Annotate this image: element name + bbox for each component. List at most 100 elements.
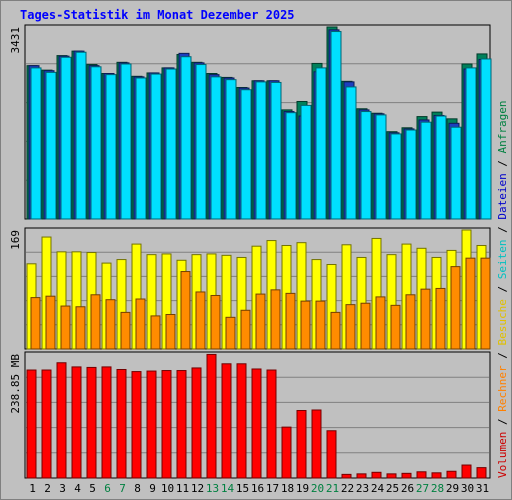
bar-volumen-day-16: [251, 368, 262, 479]
bar-seiten-day-6: [105, 74, 117, 220]
bar-volumen-day-21: [326, 430, 337, 479]
legend-segment-5: /: [496, 279, 509, 299]
bar-rechner-day-20: [315, 300, 326, 350]
bar-seiten-day-23: [360, 111, 372, 220]
bar-seiten-day-26: [405, 129, 417, 220]
x-tick-label-25: 25: [386, 482, 399, 495]
bar-volumen-day-27: [416, 471, 427, 479]
bar-seiten-day-20: [315, 67, 327, 220]
x-tick-label-18: 18: [281, 482, 294, 495]
x-tick-label-3: 3: [59, 482, 66, 495]
bar-seiten-day-27: [420, 121, 432, 220]
bar-seiten-day-16: [255, 81, 267, 220]
x-tick-label-4: 4: [74, 482, 81, 495]
bar-volumen-day-13: [206, 353, 217, 479]
chart-title: Tages-Statistik im Monat Dezember 2025: [20, 8, 295, 22]
bar-seiten-day-15: [240, 89, 252, 220]
x-tick-label-1: 1: [29, 482, 36, 495]
x-tick-label-19: 19: [296, 482, 309, 495]
x-tick-label-17: 17: [266, 482, 279, 495]
bar-rechner-day-14: [225, 316, 236, 350]
legend-segment-6: Seiten: [496, 240, 509, 280]
bar-seiten-day-30: [465, 67, 477, 220]
bar-seiten-day-19: [300, 104, 312, 220]
bar-seiten-day-10: [165, 68, 177, 220]
bar-rechner-day-28: [435, 287, 446, 350]
bar-seiten-day-9: [150, 73, 162, 220]
bar-volumen-day-11: [176, 370, 187, 479]
x-tick-label-13: 13: [206, 482, 219, 495]
y-axis-label-top: 3431: [9, 27, 22, 54]
bar-volumen-day-12: [191, 367, 202, 479]
bar-rechner-day-22: [345, 304, 356, 350]
legend-segment-2: Rechner: [496, 365, 509, 412]
legend-segment-0: Volumen: [496, 432, 509, 478]
bar-volumen-day-23: [356, 473, 367, 479]
bar-rechner-day-16: [255, 293, 266, 350]
x-tick-label-26: 26: [401, 482, 414, 495]
x-tick-label-7: 7: [119, 482, 126, 495]
bar-volumen-day-26: [401, 472, 412, 479]
bar-volumen-day-30: [461, 464, 472, 479]
x-tick-label-16: 16: [251, 482, 264, 495]
right-legend: Volumen / Rechner / Besuche / Seiten / D…: [496, 100, 509, 478]
legend-segment-10: Anfragen: [496, 100, 509, 153]
bar-rechner-day-4: [75, 306, 86, 350]
bar-rechner-day-11: [180, 271, 191, 350]
x-tick-label-23: 23: [356, 482, 369, 495]
bar-volumen-day-9: [146, 370, 157, 479]
x-tick-label-15: 15: [236, 482, 249, 495]
x-tick-label-2: 2: [44, 482, 51, 495]
x-tick-label-27: 27: [416, 482, 429, 495]
x-tick-label-28: 28: [431, 482, 444, 495]
bar-rechner-day-27: [420, 288, 431, 350]
bar-volumen-day-25: [386, 473, 397, 479]
bar-rechner-day-5: [90, 294, 101, 350]
bar-volumen-day-8: [131, 371, 142, 479]
x-tick-label-9: 9: [149, 482, 156, 495]
bar-seiten-day-7: [120, 63, 132, 220]
bar-volumen-day-14: [221, 363, 232, 479]
x-tick-label-6: 6: [104, 482, 111, 495]
bar-seiten-day-21: [330, 31, 342, 220]
x-tick-label-30: 30: [461, 482, 474, 495]
bar-seiten-day-1: [30, 67, 42, 220]
x-tick-label-29: 29: [446, 482, 459, 495]
x-tick-label-10: 10: [161, 482, 174, 495]
bar-rechner-day-3: [60, 305, 71, 350]
bar-seiten-day-8: [135, 77, 147, 220]
bar-rechner-day-26: [405, 294, 416, 350]
bar-volumen-day-31: [476, 467, 487, 479]
legend-segment-3: /: [496, 346, 509, 366]
bar-rechner-day-10: [165, 313, 176, 350]
x-tick-label-12: 12: [191, 482, 204, 495]
bar-seiten-day-24: [375, 114, 387, 220]
bar-rechner-day-13: [210, 294, 221, 350]
bar-rechner-day-21: [330, 311, 341, 350]
bar-rechner-day-7: [120, 311, 131, 350]
x-tick-label-24: 24: [371, 482, 385, 495]
bar-volumen-day-17: [266, 369, 277, 479]
bar-volumen-day-18: [281, 426, 292, 479]
x-tick-label-20: 20: [311, 482, 324, 495]
bar-seiten-day-22: [345, 86, 357, 220]
x-tick-label-31: 31: [476, 482, 489, 495]
bar-seiten-day-4: [75, 51, 87, 220]
bar-volumen-day-19: [296, 410, 307, 479]
bar-rechner-day-19: [300, 300, 311, 350]
bar-seiten-day-18: [285, 112, 297, 220]
bar-seiten-day-25: [390, 133, 402, 220]
bar-volumen-day-1: [26, 369, 37, 479]
bar-volumen-day-20: [311, 409, 322, 479]
bar-volumen-day-24: [371, 471, 382, 479]
bar-rechner-day-25: [390, 304, 401, 350]
bar-seiten-day-11: [180, 56, 192, 220]
x-tick-label-11: 11: [176, 482, 189, 495]
bar-seiten-day-2: [45, 71, 57, 220]
bar-seiten-day-29: [450, 126, 462, 220]
bar-seiten-day-3: [60, 56, 72, 220]
bar-volumen-day-10: [161, 370, 172, 479]
bar-rechner-day-18: [285, 292, 296, 350]
bar-seiten-day-13: [210, 76, 222, 220]
